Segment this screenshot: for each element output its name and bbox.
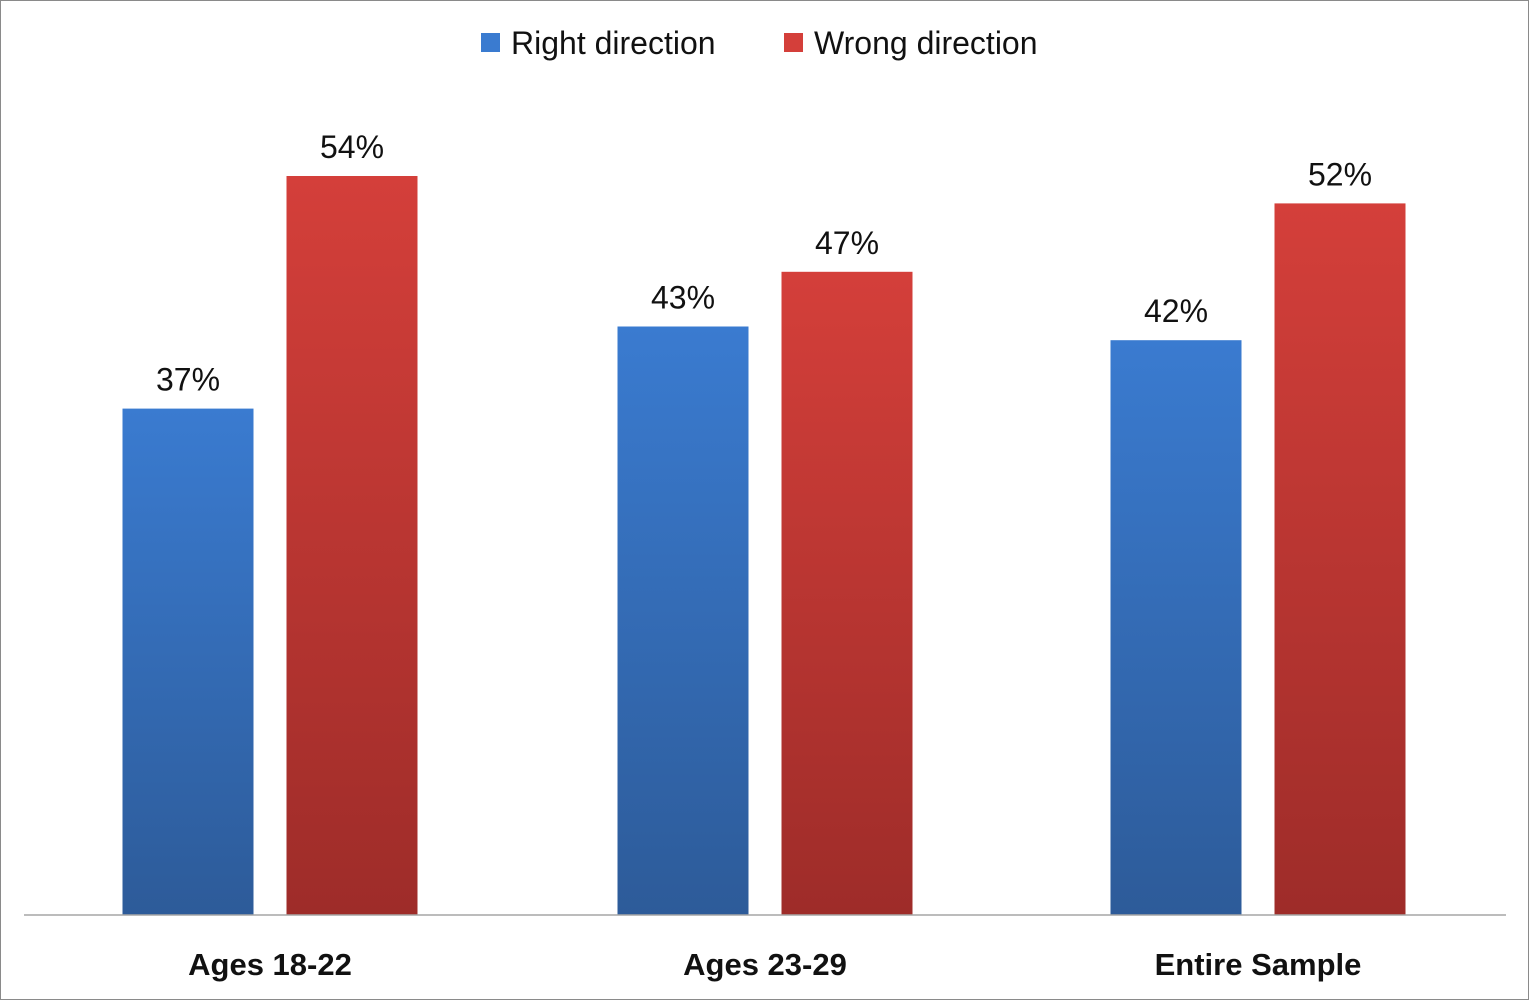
- category-labels-group: Ages 18-22 Ages 23-29 Entire Sample: [188, 947, 1361, 982]
- bar-right-direction-ages-18-22: [122, 408, 254, 915]
- legend-entry-right-direction: Right direction: [481, 25, 716, 61]
- value-label-wrong-direction-entire-sample: 52%: [1308, 156, 1372, 192]
- legend-swatch-wrong-direction: [784, 33, 803, 52]
- bar-right-direction-entire-sample: [1110, 340, 1242, 915]
- bar-wrong-direction-entire-sample: [1274, 203, 1406, 915]
- legend-label-wrong-direction: Wrong direction: [814, 25, 1038, 61]
- bars-group: [122, 176, 1406, 915]
- category-label-ages-23-29: Ages 23-29: [683, 947, 847, 982]
- bar-wrong-direction-ages-23-29: [781, 271, 913, 915]
- category-label-ages-18-22: Ages 18-22: [188, 947, 352, 982]
- value-label-right-direction-entire-sample: 42%: [1144, 293, 1208, 329]
- value-label-wrong-direction-ages-18-22: 54%: [320, 129, 384, 165]
- legend-entry-wrong-direction: Wrong direction: [784, 25, 1038, 61]
- category-label-entire-sample: Entire Sample: [1155, 947, 1362, 982]
- value-label-wrong-direction-ages-23-29: 47%: [815, 225, 879, 261]
- legend-swatch-right-direction: [481, 33, 500, 52]
- value-labels-group: 37% 54% 43% 47% 42% 52%: [156, 129, 1372, 398]
- bar-right-direction-ages-23-29: [617, 326, 749, 915]
- value-label-right-direction-ages-23-29: 43%: [651, 280, 715, 316]
- bar-wrong-direction-ages-18-22: [286, 176, 418, 915]
- legend-label-right-direction: Right direction: [511, 25, 716, 61]
- legend: Right direction Wrong direction: [481, 25, 1038, 61]
- value-label-right-direction-ages-18-22: 37%: [156, 362, 220, 398]
